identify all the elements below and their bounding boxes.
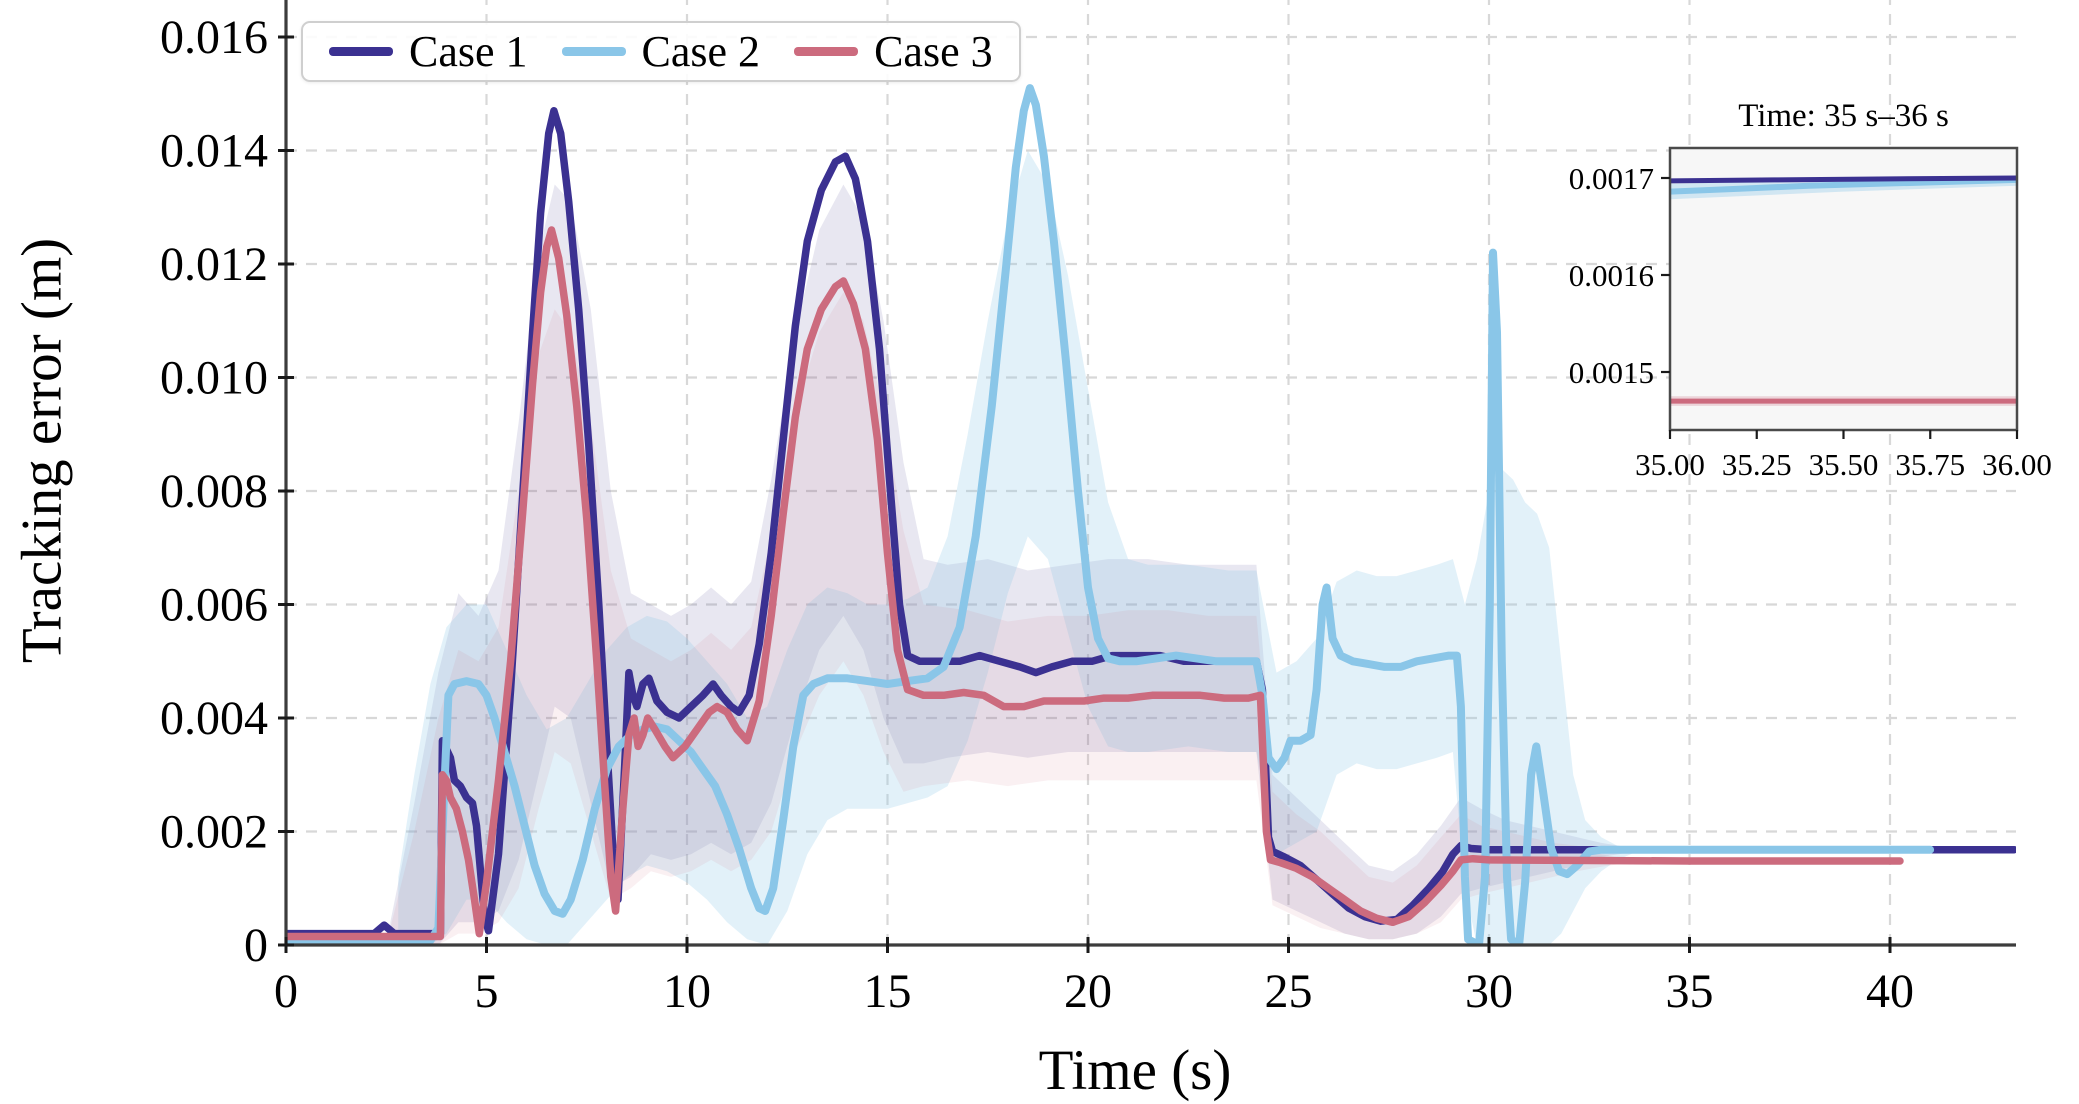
inset-x-tick-label: 35.75: [1895, 447, 1965, 482]
inset-x-tick-label: 35.25: [1722, 447, 1792, 482]
inset-tick-marks: [1661, 176, 2019, 439]
legend-label-case-1: Case 1: [409, 26, 528, 76]
inset-x-tick-label: 35.00: [1635, 447, 1705, 482]
x-tick-label: 15: [864, 965, 912, 1018]
band-case-2: [398, 150, 1634, 945]
legend-item-case-3: Case 3: [794, 26, 993, 76]
x-tick-label: 40: [1866, 965, 1914, 1018]
x-tick-label: 10: [663, 965, 711, 1018]
inset-y-tick-label: 0.0016: [1569, 258, 1654, 293]
inset-plot: 0.0015 0.0016 0.0017 35.00 35.25 35.50 35.75 36…: [1569, 98, 2052, 482]
inset-tick-labels: 0.0015 0.0016 0.0017 35.00 35.25 35.50 35.75 36…: [1569, 161, 2052, 482]
y-tick-label: 0.014: [160, 125, 268, 178]
x-tick-label: 20: [1064, 965, 1112, 1018]
y-tick-label: 0.002: [160, 806, 268, 859]
band-case-1: [390, 184, 1650, 945]
confidence-bands: [390, 150, 1650, 945]
tick-labels: 0 0.002 0.004 0.006 0.008 0.010 0.012 0.014 0.01…: [160, 11, 1914, 1018]
legend-item-case-2: Case 2: [561, 26, 761, 76]
inset-x-tick-label: 35.50: [1809, 447, 1879, 482]
line-case-2: [286, 84, 1935, 945]
inset-background: [1670, 148, 2017, 430]
band-case-3: [390, 292, 1650, 945]
inset-lines: [1670, 175, 2017, 404]
inset-line-case-1: [1670, 175, 2017, 184]
y-tick-label: 0.016: [160, 11, 268, 64]
inset-title: Time: 35 s–36 s: [1738, 98, 1949, 134]
y-tick-label: 0: [244, 919, 268, 972]
y-tick-label: 0.012: [160, 238, 268, 291]
y-tick-label: 0.008: [160, 465, 268, 518]
x-tick-label: 25: [1265, 965, 1313, 1018]
case-1-line-swatch: [329, 47, 393, 56]
case-3-line-swatch: [794, 47, 859, 56]
y-tick-label: 0.006: [160, 579, 268, 632]
legend-label-case-3: Case 3: [874, 26, 993, 76]
legend-label-case-2: Case 2: [641, 26, 761, 76]
inset-y-tick-label: 0.0017: [1569, 161, 1654, 196]
case-2-line-swatch: [561, 47, 626, 56]
inset-x-tick-label: 36.00: [1982, 447, 2052, 482]
x-tick-label: 35: [1666, 965, 1714, 1018]
y-tick-label: 0.010: [160, 352, 268, 405]
line-case-3: [286, 226, 1904, 941]
inset-y-tick-label: 0.0015: [1569, 355, 1654, 390]
x-tick-label: 0: [274, 965, 298, 1018]
chart-legend: Case 1 Case 2 Case 3: [301, 21, 1021, 82]
x-tick-label: 30: [1465, 965, 1513, 1018]
tick-marks: [278, 35, 1892, 953]
y-tick-label: 0.004: [160, 692, 268, 745]
axes-spines: [284, 0, 2016, 947]
inset-line-case-2: [1670, 176, 2017, 195]
legend-item-case-1: Case 1: [329, 26, 528, 76]
x-tick-label: 5: [475, 965, 499, 1018]
series-lines: [286, 84, 2016, 945]
